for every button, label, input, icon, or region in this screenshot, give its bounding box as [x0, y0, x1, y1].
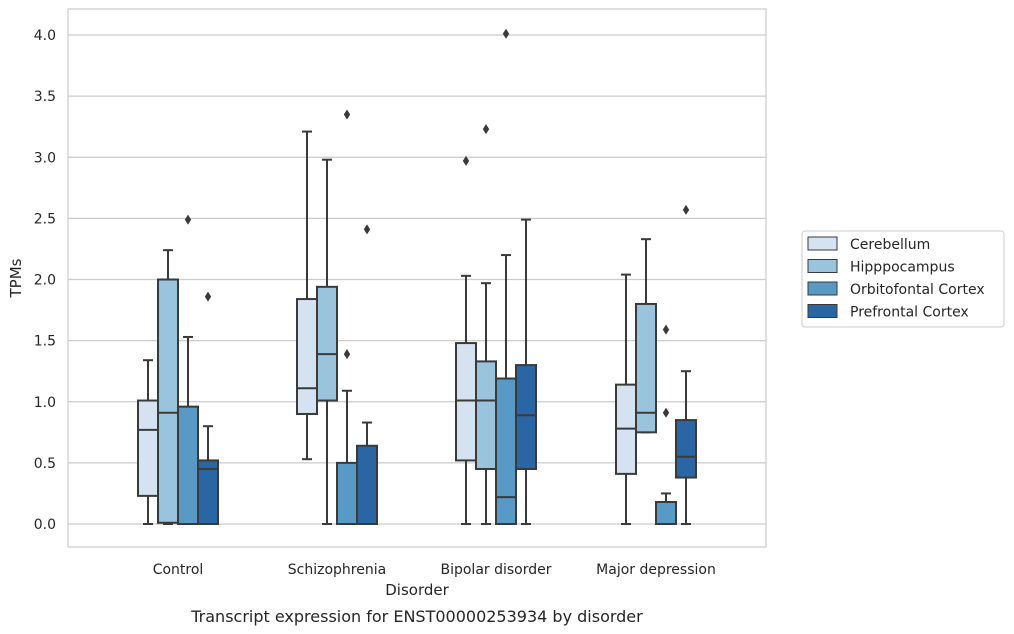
plot-frame [67, 8, 767, 548]
legend-label: Cerebellum [850, 237, 930, 253]
outlier-point [343, 109, 351, 120]
outlier-point [462, 155, 470, 166]
iqr-box [197, 459, 219, 525]
outlier-point [363, 224, 371, 235]
x-tick-label: Control [153, 562, 204, 578]
x-tick-label: Bipolar disorder [440, 562, 551, 578]
box-prefrontal-cortex [675, 204, 697, 525]
iqr-box [655, 500, 677, 525]
legend-swatch [807, 236, 838, 251]
legend-swatch [807, 304, 838, 318]
box-cerebellum [615, 273, 637, 525]
y-tick-label: 2.0 [34, 273, 56, 289]
outlier-point [662, 324, 670, 335]
legend-items: Cerebellum Hipppocampus Orbitofontal Corte… [807, 236, 985, 321]
box-cerebellum [455, 155, 477, 525]
box-orbitofontal-cortex [495, 28, 517, 525]
y-axis-label: TPMs [7, 258, 25, 298]
y-tick-label: 1.0 [34, 395, 56, 411]
y-tick-label: 2.5 [34, 211, 56, 227]
outlier-point [184, 214, 192, 225]
box-orbitofontal-cortex [655, 324, 677, 525]
y-tick-label: 1.5 [34, 334, 56, 350]
iqr-box [177, 405, 199, 526]
y-tick-label: 3.5 [34, 89, 56, 105]
y-tick-labels: 0.0 0.5 1.0 1.5 2.0 2.5 3.0 3.5 4.0 [34, 28, 56, 533]
iqr-box [635, 302, 657, 434]
y-tick-label: 0.0 [34, 517, 56, 533]
box-prefrontal-cortex [197, 291, 219, 525]
box-cerebellum [137, 359, 159, 525]
y-tick-label: 3.0 [34, 150, 56, 166]
box-hipppocampus [316, 158, 338, 525]
iqr-box [336, 461, 358, 525]
outlier-point [204, 291, 212, 302]
box-cerebellum [296, 130, 318, 461]
outlier-point [482, 124, 490, 135]
iqr-box [316, 285, 338, 402]
box-hipppocampus [475, 124, 497, 525]
iqr-box [495, 377, 517, 525]
y-tick-label: 4.0 [34, 28, 56, 44]
box-hipppocampus [635, 238, 657, 434]
y-tick-label: 0.5 [34, 456, 56, 472]
iqr-box [515, 364, 537, 470]
iqr-box [157, 278, 179, 524]
box-prefrontal-cortex [515, 218, 537, 525]
x-tick-label: Schizophrenia [288, 562, 386, 578]
outlier-point [662, 407, 670, 418]
iqr-box [296, 298, 318, 415]
box-orbitofontal-cortex [177, 214, 199, 526]
chart-caption: Transcript expression for ENST0000025393… [190, 607, 643, 626]
iqr-box [137, 399, 159, 497]
box-prefrontal-cortex [356, 224, 378, 526]
iqr-box [455, 342, 477, 462]
iqr-box [675, 419, 697, 479]
outlier-point [343, 349, 351, 360]
legend-label: Hipppocampus [850, 260, 955, 276]
x-tick-labels: Control Schizophrenia Bipolar disorder Majo… [153, 562, 716, 578]
outlier-point [502, 28, 510, 39]
legend: Cerebellum Hipppocampus Orbitofontal Corte… [801, 230, 1005, 328]
legend-label: Prefrontal Cortex [850, 305, 969, 321]
legend-swatch [807, 281, 838, 296]
box-orbitofontal-cortex [336, 109, 358, 525]
legend-label: Orbitofontal Cortex [850, 282, 985, 298]
legend-swatch [807, 259, 838, 273]
x-axis-label: Disorder [385, 581, 449, 599]
iqr-box [356, 444, 378, 526]
outlier-point [682, 204, 690, 215]
boxes-layer [137, 28, 697, 526]
legend-frame [801, 230, 1005, 328]
iqr-box [475, 360, 497, 470]
box-hipppocampus [157, 249, 179, 525]
x-tick-label: Major depression [596, 562, 716, 578]
